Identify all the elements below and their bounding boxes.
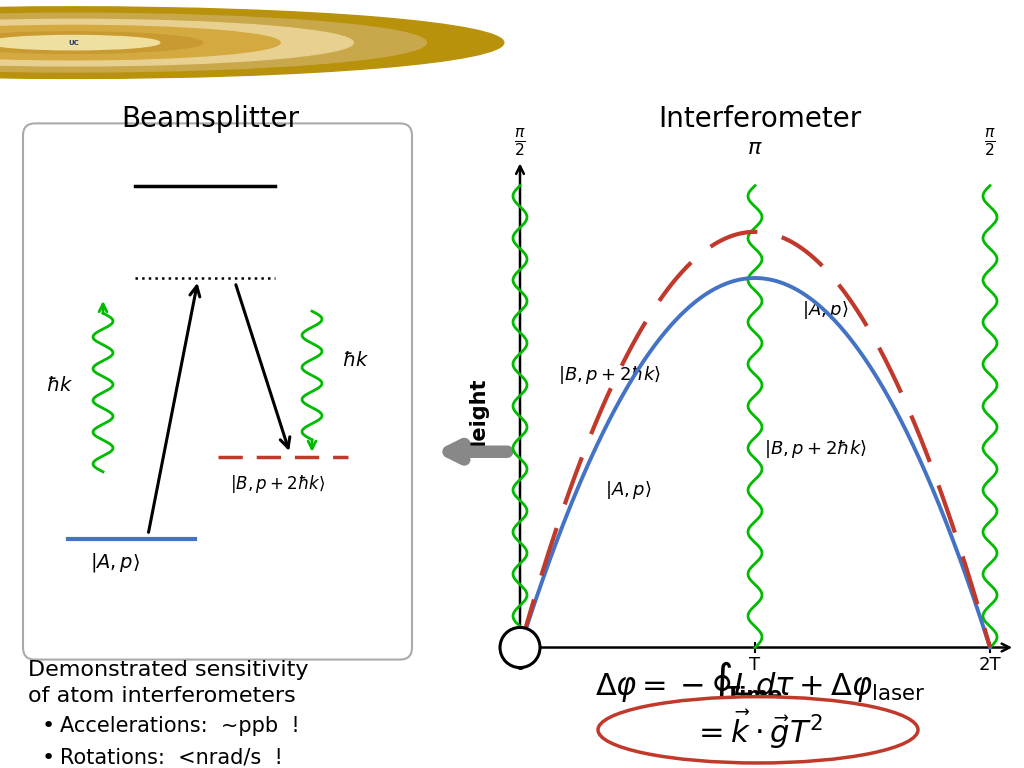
Text: $|B,p+2\hbar k\rangle$: $|B,p+2\hbar k\rangle$ [764,438,867,459]
Circle shape [0,25,281,60]
Text: Beamsplitter: Beamsplitter [121,105,299,134]
Text: T: T [750,656,761,674]
Circle shape [0,35,160,50]
Text: 2T: 2T [979,656,1001,674]
Text: Time: Time [726,686,783,706]
Text: 0: 0 [514,656,525,674]
Text: $\frac{\pi}{2}$: $\frac{\pi}{2}$ [984,126,996,157]
Text: UC: UC [69,40,79,45]
Text: Accelerations:  ~ppb  !: Accelerations: ~ppb ! [60,716,300,736]
Circle shape [0,32,203,53]
Text: $|B,p+2\hbar k\rangle$: $|B,p+2\hbar k\rangle$ [558,363,660,386]
Circle shape [500,627,540,667]
Text: $\Delta\varphi = -\oint L\,d\tau + \Delta\varphi_{\mathrm{laser}}$: $\Delta\varphi = -\oint L\,d\tau + \Delt… [595,660,926,706]
Text: $|A,p\rangle$: $|A,p\rangle$ [604,479,651,501]
Text: Height: Height [468,377,488,456]
Text: Interferometer: Interferometer [658,105,861,134]
Text: $\hbar k$: $\hbar k$ [46,376,74,396]
Text: Demonstrated sensitivity
of atom interferometers: Demonstrated sensitivity of atom interfe… [28,660,308,706]
Text: •: • [42,748,55,768]
Text: $\hbar k$: $\hbar k$ [342,352,370,370]
Text: $= \vec{k}\cdot\vec{g}T^2$: $= \vec{k}\cdot\vec{g}T^2$ [693,708,823,751]
Text: Rotations:  <nrad/s  !: Rotations: <nrad/s ! [60,748,283,768]
Text: Light pulse atom interferometer: Light pulse atom interferometer [219,22,887,64]
Text: $\frac{\pi}{2}$: $\frac{\pi}{2}$ [514,126,526,157]
Text: $|B,p+2\hbar k\rangle$: $|B,p+2\hbar k\rangle$ [230,473,326,495]
Ellipse shape [598,697,918,763]
Circle shape [0,13,426,72]
Circle shape [0,19,353,66]
Text: $|A,p\rangle$: $|A,p\rangle$ [90,551,140,574]
Circle shape [0,7,504,78]
FancyBboxPatch shape [23,124,412,660]
Text: $|A,p\rangle$: $|A,p\rangle$ [802,299,849,321]
Text: •: • [42,716,55,736]
Text: $\pi$: $\pi$ [748,137,763,157]
